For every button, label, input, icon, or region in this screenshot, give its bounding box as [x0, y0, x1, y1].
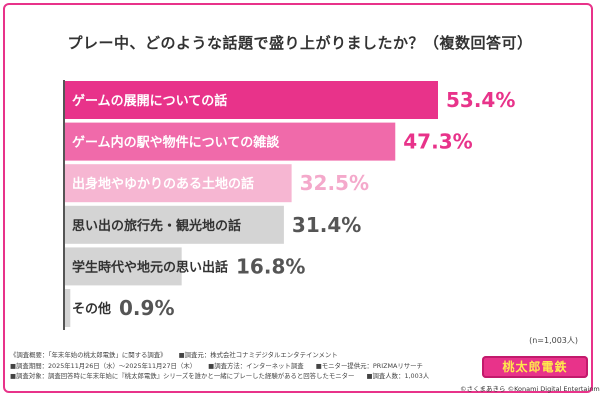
bar-4 — [64, 205, 284, 244]
bar-value-3: 32.5% — [300, 171, 369, 195]
sample-size-note: (n=1,003人) — [529, 336, 578, 345]
bar-label-2: ゲーム内の駅や物件についての雑談 — [72, 135, 280, 151]
survey-method: ■調査方法：インターネット調査 — [208, 361, 304, 370]
bar-value-5: 16.8% — [236, 254, 305, 278]
survey-target: ■調査対象：調査回答時に年末年始に『桃太郎電鉄』シリーズを誰かと一緒にプレーした… — [10, 372, 355, 380]
survey-overview: 《調査概要：「年末年始の桃太郎電鉄」に関する調査》 — [10, 351, 167, 359]
survey-count: ■調査人数：1,003人 — [366, 372, 430, 380]
copyright-text: ©さくまあきら ©Konami Digital Entertainment — [460, 385, 600, 393]
bar-label-4: 思い出の旅行先・観光地の話 — [72, 218, 241, 234]
bar-value-6: 0.9% — [119, 296, 174, 320]
bar-label-1: ゲームの展開についての話 — [72, 93, 227, 109]
bar-value-2: 47.3% — [403, 130, 472, 154]
bar-5 — [64, 247, 182, 286]
bar-1 — [64, 81, 438, 119]
bar-6 — [64, 289, 71, 327]
momotetsu-logo: 桃太郎電鉄 — [482, 356, 588, 378]
bar-label-3: 出身地やゆかりのある土地の話 — [72, 176, 254, 192]
chart-title: プレー中、どのような話題で盛り上がりましたか？（複数回答可） — [67, 34, 533, 52]
survey-period: ■調査期間：2025年11月26日（水）〜2025年11月27日（木） — [10, 361, 197, 370]
bar-label-5: 学生時代や地元の思い出話 — [72, 259, 228, 275]
bar-2 — [64, 122, 396, 161]
survey-footer: 《調査概要：「年末年始の桃太郎電鉄」に関する調査》 ■調査元：株式会社コナミデジ… — [10, 350, 480, 382]
bar-chart: ゲームの展開についての話 53.4% ゲーム内の駅や物件についての雑談 47.3% 出身… — [64, 81, 515, 327]
survey-source: ■調査元：株式会社コナミデジタルエンタテインメント — [178, 351, 338, 359]
survey-monitor: ■モニター提供元：PRIZMAリサーチ — [315, 361, 423, 370]
bar-3 — [64, 164, 292, 203]
bar-label-6: その他 — [72, 301, 111, 317]
bar-value-4: 31.4% — [292, 213, 361, 237]
bar-value-1: 53.4% — [446, 88, 515, 112]
pink-frame — [3, 3, 593, 393]
axis-line — [63, 80, 65, 330]
